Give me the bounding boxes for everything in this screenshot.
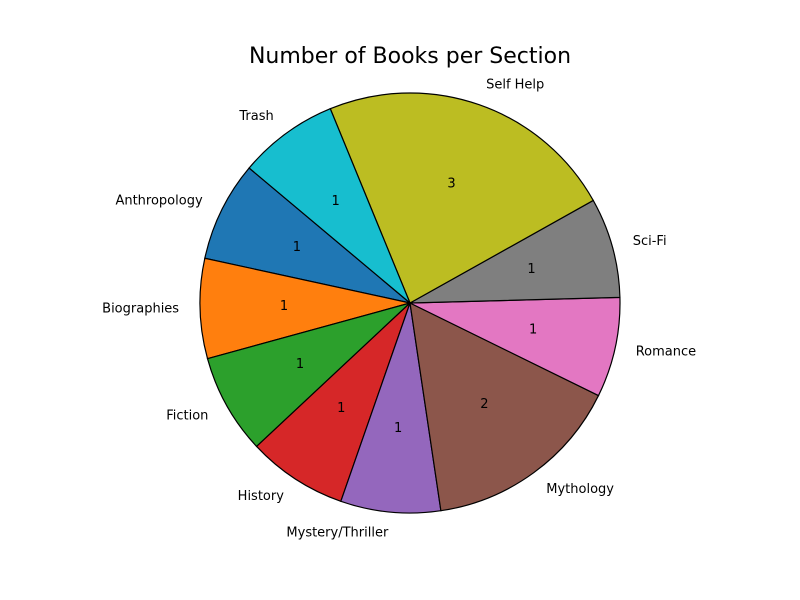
slice-label-history: History xyxy=(238,489,285,504)
slice-label-biographies: Biographies xyxy=(102,302,179,317)
value-label-anthropology: 1 xyxy=(293,240,301,255)
chart-title: Number of Books per Section xyxy=(249,44,571,69)
value-label-biographies: 1 xyxy=(280,299,288,314)
slice-fiction xyxy=(206,302,411,448)
slice-mythology xyxy=(409,301,600,512)
value-label-sci-fi: 1 xyxy=(527,262,535,277)
pie-slices xyxy=(199,92,621,514)
slice-trash xyxy=(248,107,411,304)
slice-mystery-thriller xyxy=(340,302,442,514)
slice-label-romance: Romance xyxy=(636,345,696,360)
value-label-mystery-thriller: 1 xyxy=(394,421,402,436)
value-label-fiction: 1 xyxy=(296,357,304,372)
slice-history xyxy=(255,302,411,503)
slice-label-self-help: Self Help xyxy=(486,77,544,92)
value-label-history: 1 xyxy=(337,401,345,416)
slice-label-anthropology: Anthropology xyxy=(115,194,203,209)
slice-self-help xyxy=(329,92,595,304)
slice-label-mythology: Mythology xyxy=(546,482,614,497)
value-label-mythology: 2 xyxy=(480,397,488,412)
slice-label-trash: Trash xyxy=(238,109,273,124)
slice-label-mystery-thriller: Mystery/Thriller xyxy=(286,525,389,540)
slice-sci-fi xyxy=(409,199,621,304)
slice-label-fiction: Fiction xyxy=(166,408,208,423)
slice-label-sci-fi: Sci-Fi xyxy=(633,234,667,249)
slice-biographies xyxy=(199,257,411,360)
value-label-trash: 1 xyxy=(332,194,340,209)
pie-labels: Anthropology 1 Biographies 1 Fiction 1 History… xyxy=(102,77,696,540)
slice-romance xyxy=(409,296,621,397)
value-label-romance: 1 xyxy=(529,322,537,337)
value-label-self-help: 3 xyxy=(447,177,455,192)
